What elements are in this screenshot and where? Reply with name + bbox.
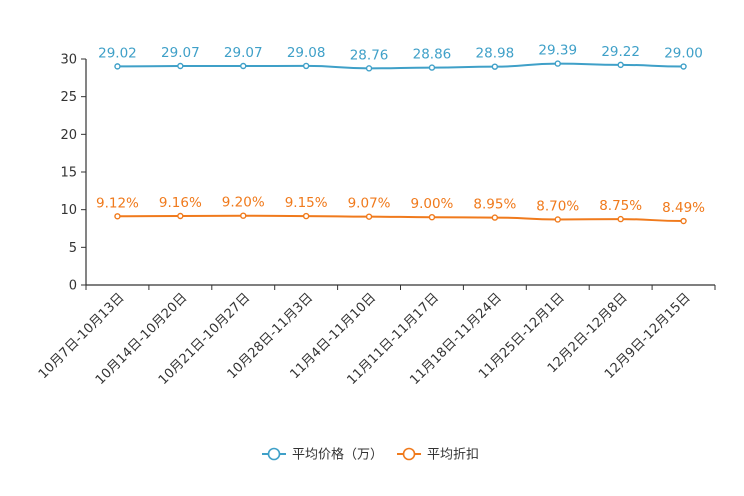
series-0: 29.02 29.07 29.07 29.08 28.76 28.86 28.98 29.39… [98, 43, 703, 72]
data-label: 8.49% [662, 200, 705, 216]
data-point [240, 62, 247, 70]
legend-marker [267, 447, 281, 461]
data-label: 9.16% [159, 195, 202, 211]
y-tick-label: 0 [69, 279, 77, 294]
series-1: 9.12% 9.16% 9.20% 9.15% 9.07% 9.00% 8.95% 8.70%… [96, 195, 705, 225]
data-label: 29.07 [224, 45, 263, 61]
data-label: 8.95% [473, 197, 516, 213]
y-tick-label: 25 [60, 90, 77, 105]
series-line [117, 62, 684, 70]
y-tick-label: 30 [60, 53, 77, 68]
data-label: 28.98 [476, 46, 515, 62]
legend: 平均价格（万） 平均折扣 [262, 447, 479, 463]
data-label: 29.22 [601, 44, 640, 60]
legend-item-1: 平均折扣 [397, 448, 479, 463]
data-point [491, 214, 499, 221]
data-point [114, 213, 121, 220]
data-label: 9.15% [285, 195, 328, 211]
data-point [680, 217, 687, 225]
data-label: 29.00 [664, 46, 703, 62]
data-label: 8.70% [536, 198, 579, 214]
data-label: 29.07 [161, 45, 200, 61]
data-point [240, 212, 247, 219]
data-label: 29.08 [287, 45, 326, 61]
y-tick-label: 15 [60, 166, 77, 181]
series-line [117, 214, 684, 223]
data-point [177, 62, 184, 70]
data-label: 28.76 [350, 47, 389, 63]
data-label: 9.07% [348, 196, 391, 212]
data-label: 29.39 [538, 43, 577, 59]
legend-item-0: 平均价格（万） [262, 447, 383, 463]
y-tick-label: 20 [60, 128, 77, 143]
data-point [177, 212, 184, 220]
data-label: 9.12% [96, 195, 139, 211]
data-point [554, 60, 561, 67]
data-point [617, 215, 624, 223]
data-label: 9.00% [411, 196, 454, 212]
data-label: 28.86 [413, 47, 452, 63]
data-label: 9.20% [222, 195, 265, 211]
y-tick-label: 10 [60, 203, 77, 218]
legend-label: 平均折扣 [427, 448, 479, 463]
data-point [491, 63, 499, 70]
series-layer: 29.02 29.07 29.07 29.08 28.76 28.86 28.98 29.39… [96, 43, 705, 225]
data-point [365, 213, 373, 220]
data-point [617, 61, 624, 69]
data-point [114, 63, 121, 70]
data-point [428, 64, 436, 71]
data-point [302, 212, 310, 220]
data-point [302, 62, 310, 70]
legend-marker [402, 447, 416, 461]
data-point [680, 63, 687, 70]
legend-label: 平均价格（万） [292, 447, 383, 463]
data-point [428, 213, 436, 221]
data-label: 8.75% [599, 198, 642, 214]
data-point [554, 216, 561, 223]
axes: 05101520253010月7日-10月13日10月14日-10月20日10月… [36, 53, 716, 388]
data-label: 29.02 [98, 45, 137, 61]
data-point [365, 65, 373, 72]
y-tick-label: 5 [69, 241, 77, 256]
